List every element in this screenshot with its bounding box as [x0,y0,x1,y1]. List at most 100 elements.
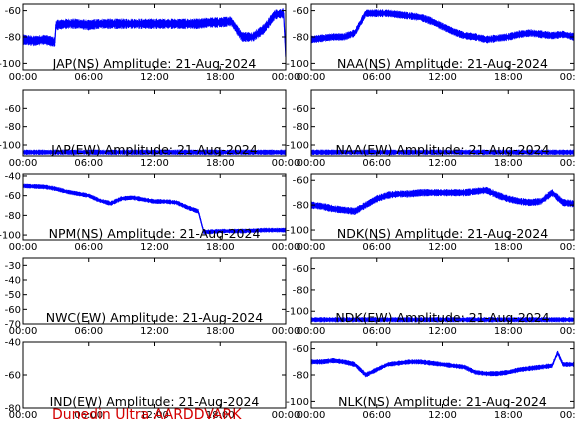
y-tick-label: -100 [286,307,309,318]
data-point [551,365,553,367]
y-tick-label: -80 [293,201,309,212]
data-point [77,23,79,25]
data-point [376,369,378,371]
data-point [175,23,177,25]
x-tick-label: 06:00 [362,158,391,169]
data-point [540,200,542,202]
data-point [507,371,509,373]
data-point [110,203,112,205]
y-tick-label: -80 [293,33,309,44]
data-point [321,205,323,207]
x-tick-label: 18:00 [206,72,235,83]
x-tick-label: 00:00 [272,410,301,421]
chart-panel-6: 00:00 06:00 12:00 18:00 00:00 -100 -80 -60 NDK(N… [286,173,576,253]
data-point [540,366,542,368]
data-point [529,367,531,369]
y-tick-label: -40 [5,171,21,182]
y-tick-label: -50 [5,290,21,301]
data-point [88,24,90,26]
data-point [343,361,345,363]
panel-title: NLK(NS) Amplitude: 21-Aug-2024 [338,394,547,409]
panel-title: NAA(EW) Amplitude: 21-Aug-2024 [336,142,550,157]
data-point [529,32,531,34]
panel-title: NWC(EW) Amplitude: 21-Aug-2024 [46,310,264,325]
data-point [203,231,205,233]
data-point [164,201,167,203]
chart-panel-7: 00:00 06:00 12:00 18:00 00:00-70-60-50-40-30… [5,257,300,337]
data-point [219,230,221,232]
x-tick-label: 12:00 [140,326,169,337]
data-point [496,373,498,375]
data-point [529,202,531,204]
data-point [485,39,487,41]
data-point [54,41,56,43]
data-point [452,31,455,33]
y-tick-label: -80 [293,285,309,296]
y-tick-label: -60 [5,371,21,382]
data-point [387,194,389,196]
data-point [540,33,542,36]
y-tick-label: -60 [293,104,309,115]
x-tick-label: 06:00 [74,72,103,83]
x-tick-label: 18:00 [206,242,235,253]
y-tick-label: -60 [5,104,21,115]
data-point [332,208,334,210]
x-tick-label: 00:00 [297,242,326,253]
x-tick-label: 18:00 [206,326,235,337]
x-tick-label: 18:00 [494,242,523,253]
x-tick-label: 12:00 [140,410,169,421]
x-tick-label: 18:00 [494,158,523,169]
footer-label: Dunedin Ultra AARDDVARK [52,407,242,423]
data-point [175,202,177,204]
x-tick-label: 00:00 [560,72,576,83]
data-point [132,23,134,25]
chart-panel-3: 00:00 06:00 12:00 18:00 00:00 -100 -80 -60 JAP(E… [0,89,300,169]
chart-panel-10: 00:00 06:00 12:00 18:00 00:00 -100 -80 -60 NLK(N… [286,341,576,421]
y-tick-label: -100 [0,141,21,152]
series-1 [23,183,286,235]
y-tick-label: -100 [0,59,21,70]
chart-panel-9: 00:00 06:00 12:00 18:00 00:00-80-60-40IND(EW… [5,338,301,422]
x-tick-label: 00:00 [9,242,38,253]
y-tick-label: -80 [5,33,21,44]
x-tick-label: 00:00 [560,326,576,337]
x-tick-label: 06:00 [74,242,103,253]
x-tick-label: 18:00 [206,158,235,169]
x-tick-label: 18:00 [494,410,523,421]
x-tick-label: 12:00 [140,158,169,169]
y-tick-label: -60 [293,264,309,275]
chart-panel-5: 00:00 06:00 12:00 18:00 00:00-100-80-60-40NP… [0,171,300,253]
y-tick-label: -100 [286,397,309,408]
data-point [430,362,433,364]
x-tick-label: 00:00 [297,326,326,337]
series-band [23,8,286,62]
data-point [551,35,553,37]
x-tick-label: 00:00 [297,410,326,421]
y-tick-label: -80 [5,211,21,222]
data-point [485,189,487,191]
y-tick-label: -60 [293,176,309,187]
y-tick-label: -80 [293,371,309,382]
series-1 [23,8,286,62]
series-1 [311,9,574,44]
x-tick-label: 18:00 [206,410,235,421]
panel-title: NDK(NS) Amplitude: 21-Aug-2024 [337,226,548,241]
data-point [44,39,46,41]
data-point [409,193,411,195]
data-point [274,14,276,16]
data-point [66,191,68,193]
panel-title: NPM(NS) Amplitude: 21-Aug-2024 [49,226,261,241]
data-point [387,363,389,365]
data-point [474,190,476,192]
data-point [376,198,378,200]
x-tick-label: 06:00 [362,410,391,421]
data-point [496,194,498,196]
data-point [452,192,455,194]
data-point [321,361,323,363]
x-tick-label: 06:00 [74,158,103,169]
data-point [110,23,112,25]
data-point [452,365,455,367]
x-tick-label: 18:00 [494,326,523,337]
